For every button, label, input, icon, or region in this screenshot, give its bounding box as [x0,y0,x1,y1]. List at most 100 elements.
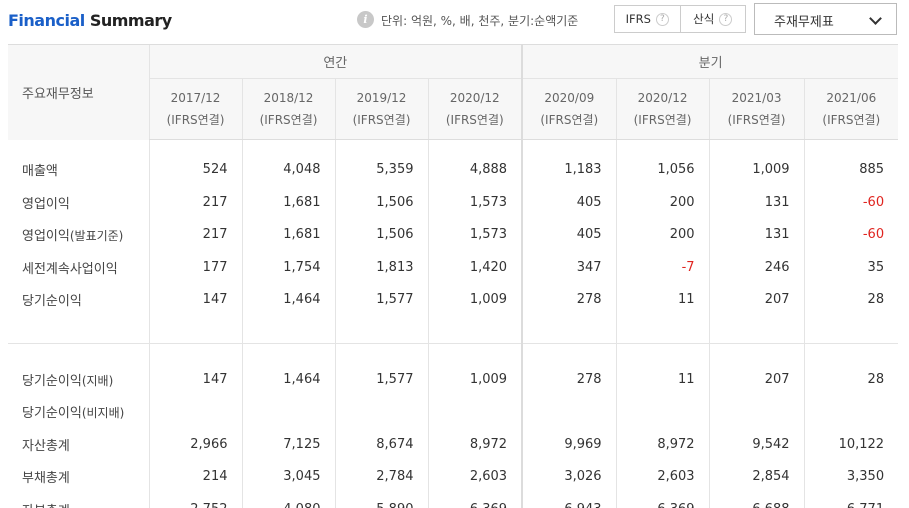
value-cell: 1,506 [334,186,428,219]
row-label: 자본총계 [8,493,149,508]
row-label: 당기순이익(비지배) [8,396,149,429]
period-basis: (IFRS연결) [822,113,881,127]
basis-toggle: IFRS ? 산식 ? [614,5,746,33]
value-cell: 524 [148,153,242,186]
row-label-main: 자본총계 [22,504,70,508]
value-cell: 405 [521,218,617,251]
value-cell [334,395,428,428]
row-label: 자산총계 [8,428,149,461]
period-basis: (IFRS연결) [259,113,318,127]
value-cell: 278 [521,283,617,316]
value-cell: 147 [148,283,242,316]
value-cell [708,395,805,428]
period-date: 2019/12 [356,91,407,105]
row-label-main: 세전계속사업이익 [22,261,118,277]
value-cell: 28 [803,283,899,316]
period-header: 2019/12 (IFRS연결) [334,78,428,140]
period-date: 2020/12 [637,91,688,105]
value-cell: 11 [615,283,710,316]
value-cell: 1,813 [334,251,428,284]
title-part-summary: Summary [84,11,172,30]
value-cell: 5,359 [334,153,428,186]
table-row: 당기순이익(지배) 147 1,464 1,577 1,009 278 11 207 28 [8,363,899,396]
ifrs-help-icon[interactable]: ? [655,12,669,26]
value-cell: 2,854 [708,460,805,493]
value-cell: 28 [803,363,899,396]
row-label-main: 당기순이익 [22,406,82,422]
row-label-main: 당기순이익 [22,294,82,310]
period-header: 2020/12 (IFRS연결) [615,78,710,140]
value-cell: 217 [148,186,242,219]
row-label: 매출액 [8,154,149,187]
value-cell: 11 [615,363,710,396]
value-cell: 207 [708,363,805,396]
info-icon[interactable]: i [357,11,374,28]
value-cell: 1,009 [427,283,523,316]
group-header-quarter: 분기 [521,44,899,79]
value-cell [615,395,710,428]
corner-header: 주요재무정보 [8,44,149,140]
row-label-sub: (지배) [81,373,114,388]
period-date: 2021/06 [826,91,877,105]
period-date: 2020/09 [544,91,595,105]
unit-description: 단위: 억원, %, 배, 천주, 분기:순액기준 [381,14,579,28]
value-cell: 1,681 [241,186,335,219]
formula-toggle-button[interactable]: 산식 ? [679,6,746,32]
table-row: 세전계속사업이익 177 1,754 1,813 1,420 347 -7 246 35 [8,251,899,284]
value-cell: -60 [803,186,899,219]
value-cell: 207 [708,283,805,316]
value-cell: 1,009 [708,153,805,186]
value-cell: 885 [803,153,899,186]
value-cell: 1,506 [334,218,428,251]
value-cell [427,395,523,428]
table-row: 당기순이익 147 1,464 1,577 1,009 278 11 207 28 [8,283,899,317]
value-cell: 1,056 [615,153,710,186]
value-cell: 4,080 [241,493,335,508]
period-header: 2021/03 (IFRS연결) [708,78,805,140]
value-cell: 1,573 [427,186,523,219]
value-cell: 2,603 [427,460,523,493]
row-label: 부채총계 [8,461,149,494]
formula-help-icon[interactable]: ? [719,12,733,26]
ifrs-toggle-button[interactable]: IFRS ? [615,6,680,32]
row-label-sub: (발표기준) [69,229,124,244]
period-date: 2020/12 [449,91,500,105]
value-cell: 131 [708,186,805,219]
title-part-financial: Financial [8,11,85,30]
spacer-row [8,139,899,154]
value-cell: 3,350 [803,460,899,493]
period-basis: (IFRS연결) [633,113,692,127]
value-cell: 1,754 [241,251,335,284]
value-cell: 278 [521,363,617,396]
value-cell: 4,048 [241,153,335,186]
spacer-row [8,343,899,363]
period-header: 2018/12 (IFRS연결) [241,78,335,140]
value-cell: 147 [148,363,242,396]
value-cell: 214 [148,460,242,493]
value-cell: 1,009 [427,363,523,396]
period-basis: (IFRS연결) [166,113,225,127]
table-row: 영업이익(발표기준) 217 1,681 1,506 1,573 405 200 131 -60 [8,218,899,251]
value-cell: 10,122 [803,428,899,461]
value-cell: 8,972 [427,428,523,461]
value-cell: 177 [148,251,242,284]
period-date: 2018/12 [263,91,314,105]
chevron-down-icon [869,12,882,25]
value-cell: 2,752 [148,493,242,508]
period-date: 2017/12 [170,91,221,105]
value-cell: 6,943 [521,493,617,508]
value-cell: 5,890 [334,493,428,508]
value-cell: 1,464 [241,363,335,396]
period-basis: (IFRS연결) [540,113,599,127]
table-row: 부채총계 214 3,045 2,784 2,603 3,026 2,603 2,854 3,3… [8,460,899,494]
value-cell: 3,045 [241,460,335,493]
formula-label: 산식 [693,12,715,26]
period-basis: (IFRS연결) [445,113,504,127]
statement-type-dropdown[interactable]: 주재무제표 [754,3,897,35]
value-cell: 9,542 [708,428,805,461]
ifrs-label: IFRS [625,12,651,26]
summary-header: Financial Summary i 단위: 억원, %, 배, 천주, 분기… [0,0,909,44]
row-label: 당기순이익 [8,284,149,317]
spacer-row [8,316,899,344]
value-cell: 2,966 [148,428,242,461]
